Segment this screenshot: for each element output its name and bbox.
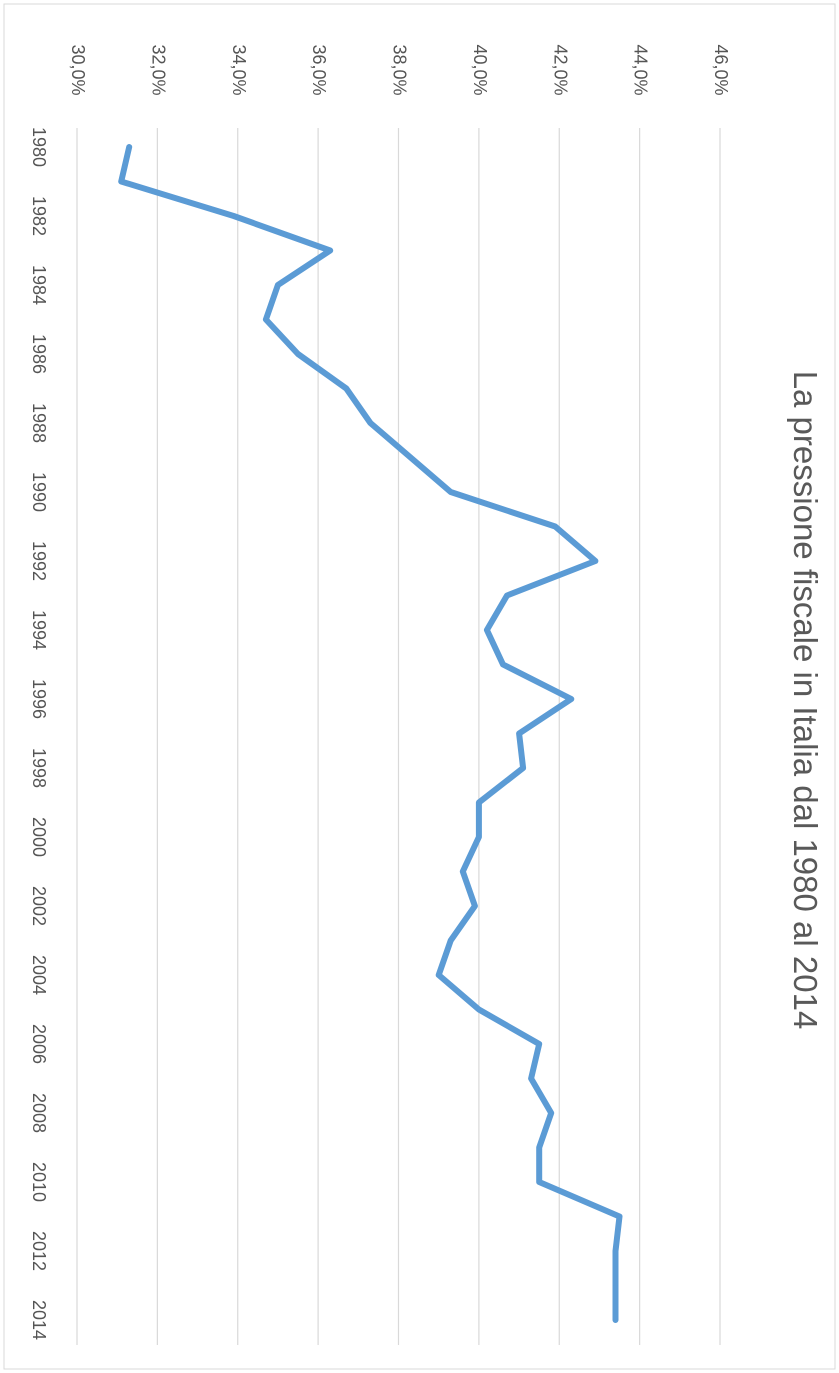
data-point [436, 973, 441, 977]
x-tick-label: 1996 [29, 679, 49, 719]
x-tick-label: 1998 [29, 748, 49, 788]
series-group [118, 144, 623, 1323]
data-point [460, 869, 465, 874]
x-tick-label: 1992 [29, 541, 49, 581]
data-point [476, 1007, 481, 1012]
y-tick-label: 42,0% [550, 44, 570, 95]
x-tick-label: 2006 [29, 1024, 49, 1064]
x-tick-label: 2012 [29, 1231, 49, 1271]
y-tick-label: 30,0% [68, 44, 88, 95]
x-tick-label: 1994 [29, 610, 49, 650]
gridlines [76, 128, 721, 1345]
data-point [569, 697, 574, 701]
data-point [537, 1042, 542, 1046]
data-point [617, 1214, 622, 1219]
data-point [501, 662, 505, 667]
x-tick-label: 1980 [29, 127, 49, 167]
data-point [553, 524, 558, 529]
data-point [593, 559, 598, 563]
data-point [368, 421, 373, 425]
data-point [448, 490, 453, 494]
series-line [118, 144, 623, 1323]
data-point [549, 1111, 554, 1115]
x-tick-label: 1982 [29, 196, 49, 236]
x-tick-label: 2014 [29, 1300, 49, 1340]
data-point [472, 904, 477, 908]
data-point [296, 352, 300, 356]
data-point [613, 1318, 618, 1322]
x-tick-label: 2008 [29, 1093, 49, 1133]
data-point [517, 731, 522, 736]
x-tick-label: 1986 [29, 334, 49, 374]
data-point [344, 386, 349, 391]
data-point [613, 1249, 618, 1253]
data-point [537, 1180, 542, 1184]
data-point [448, 938, 453, 943]
data-point [231, 214, 236, 218]
data-point [613, 1283, 618, 1288]
data-point [263, 317, 268, 322]
data-point [529, 1076, 534, 1081]
x-tick-label: 2010 [29, 1162, 49, 1202]
x-tick-label: 1990 [29, 472, 49, 512]
data-point [328, 248, 333, 253]
data-point [275, 283, 280, 287]
x-tick-label: 1984 [29, 265, 49, 305]
data-point [476, 800, 481, 805]
y-tick-label: 46,0% [711, 44, 731, 95]
y-tick-label: 44,0% [631, 44, 651, 95]
y-tick-label: 32,0% [148, 44, 168, 95]
y-tick-label: 36,0% [309, 44, 329, 95]
chart-title: La pressione fiscale in Italia dal 1980 … [787, 371, 824, 1030]
x-axis-tick-labels: 1980 1982 1984 1986 1988 1990 1992 1994 1996 1998… [29, 127, 49, 1340]
data-point [521, 766, 526, 770]
y-tick-label: 34,0% [229, 44, 249, 95]
x-tick-label: 1988 [29, 403, 49, 443]
data-point [505, 593, 509, 598]
y-tick-label: 38,0% [390, 44, 410, 95]
y-axis-tick-labels: 30,0% 32,0% 34,0% 36,0% 38,0% 40,0% 42,0% 44,0%… [68, 44, 731, 95]
data-point [119, 179, 124, 184]
data-point [408, 455, 413, 460]
x-tick-label: 2000 [29, 817, 49, 857]
chart-border [3, 3, 836, 1370]
x-tick-label: 2004 [29, 955, 49, 995]
data-point [537, 1145, 542, 1150]
x-tick-label: 2002 [29, 886, 49, 926]
data-point [127, 145, 132, 149]
y-tick-label: 40,0% [470, 44, 490, 95]
data-point [484, 628, 489, 632]
data-point [476, 835, 481, 839]
